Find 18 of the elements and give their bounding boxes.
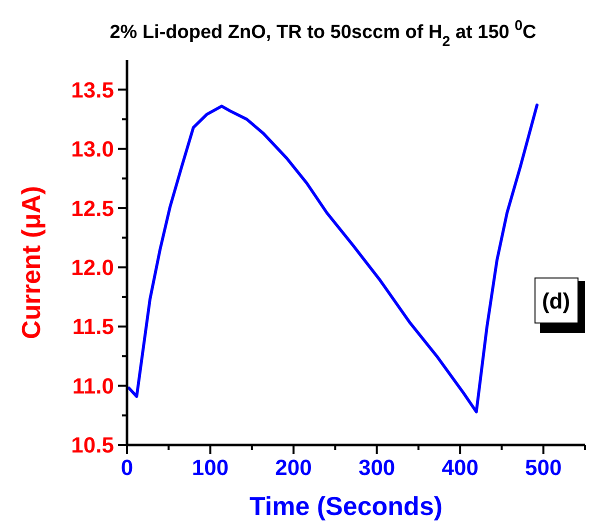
x-axis-title: Time (Seconds) [249,491,443,521]
x-tick-label: 400 [442,455,478,480]
y-tick-label: 12.0 [71,255,114,280]
y-tick-label: 13.5 [71,77,114,102]
y-tick-label: 12.5 [71,196,114,221]
x-tick-label: 500 [525,455,562,480]
x-tick-label: 200 [275,455,312,480]
x-tick-label: 300 [358,455,396,480]
line-series [128,104,539,414]
x-tick-label: 100 [192,455,229,480]
annotation: (d) [542,288,570,314]
y-axis-title: Current (μA) [16,186,46,340]
x-tick-label: 0 [120,455,134,480]
y-tick-label: 13.0 [71,136,114,162]
y-tick-label: 11.0 [72,373,114,398]
y-tick-label: 11.5 [72,314,114,340]
y-tick-label: 10.5 [71,432,114,458]
chart-title: 2% Li-doped ZnO, TR to 50sccm of H$_{2}$ at 150 $^{0}$C [110,18,537,50]
